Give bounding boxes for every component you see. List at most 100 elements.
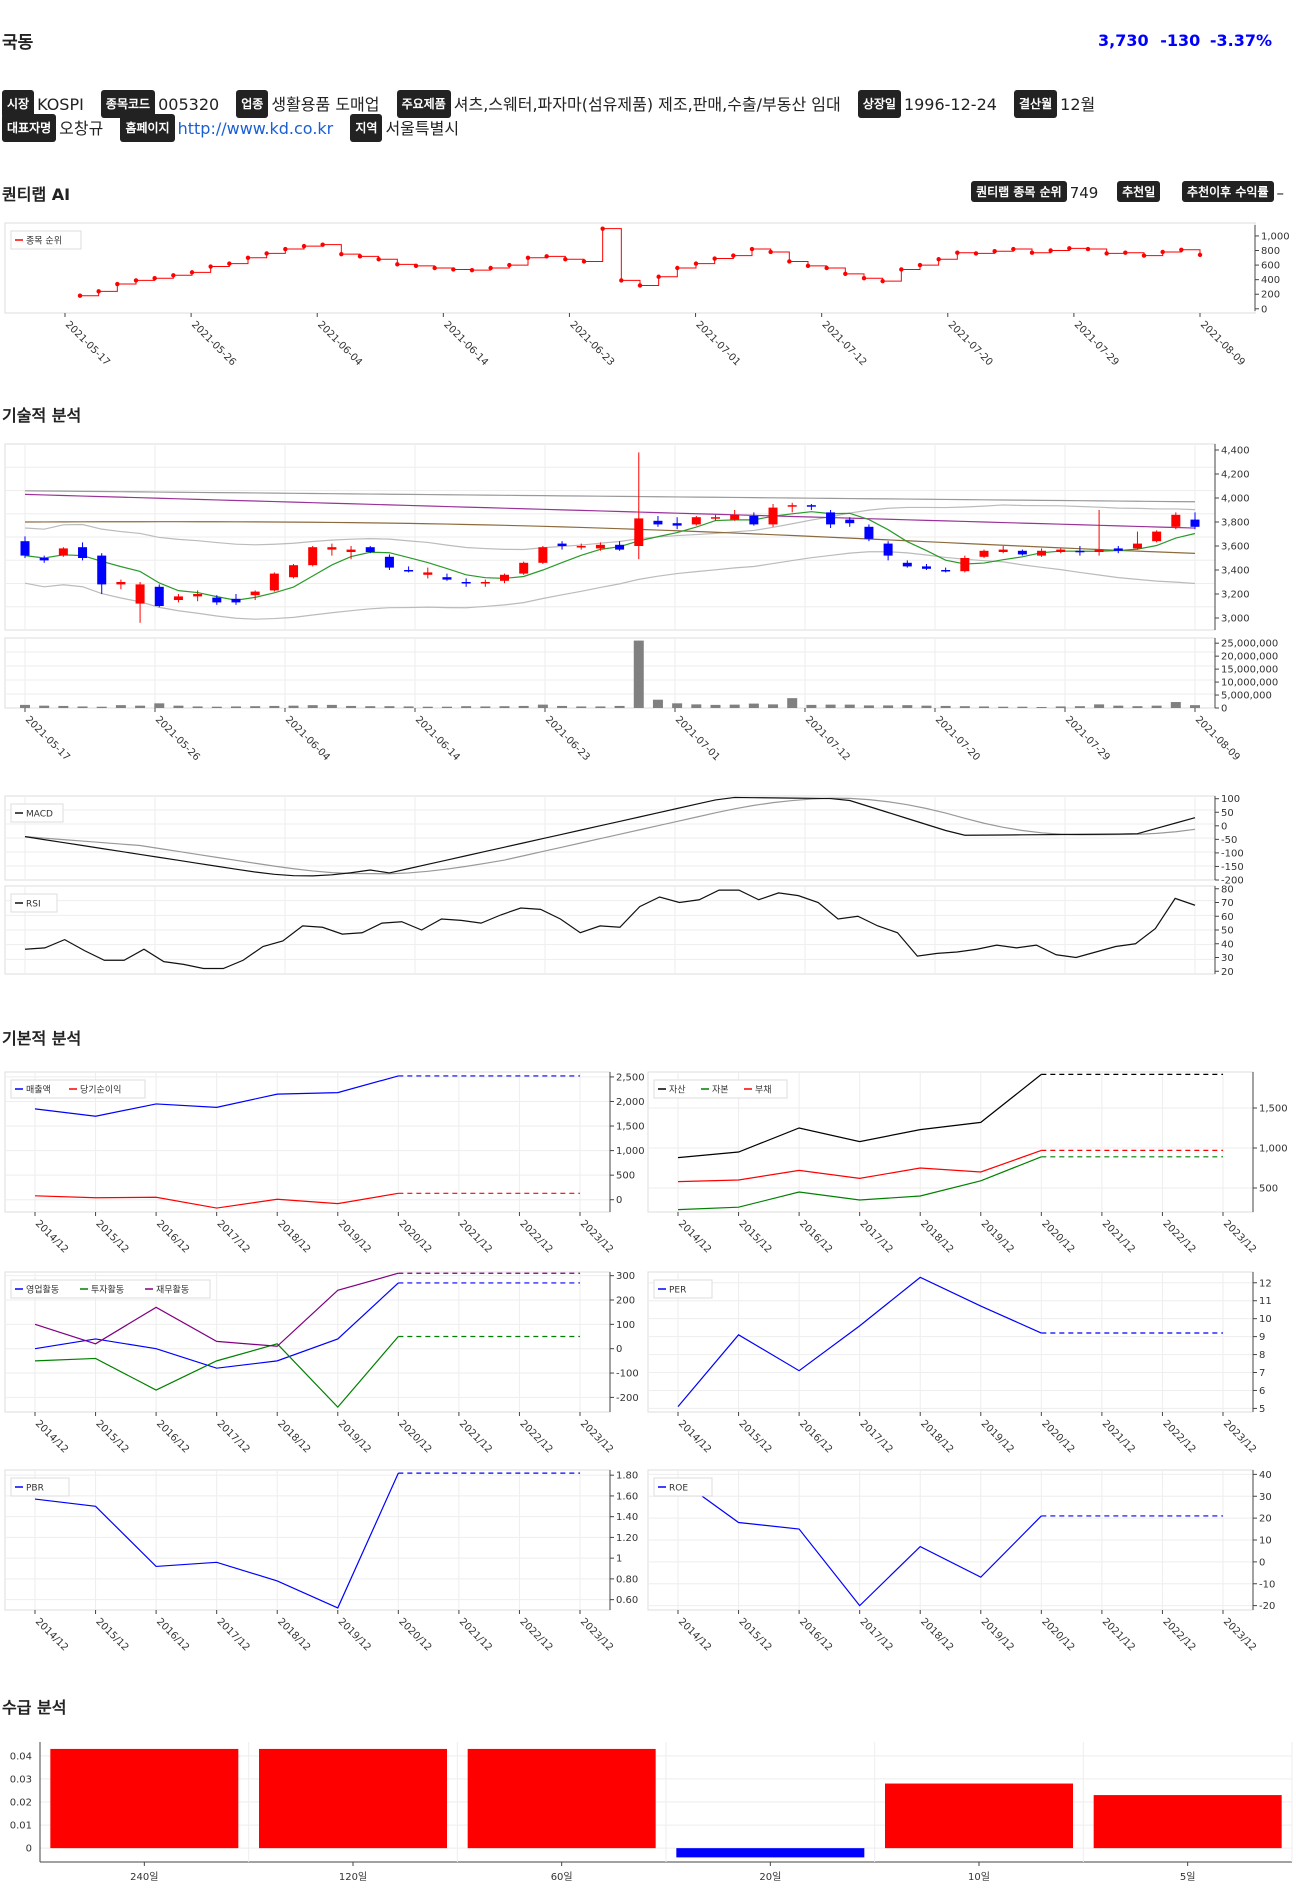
listing-date-tag: 상장일 [857,90,901,118]
rank-point [376,257,381,262]
candle-body [1113,548,1123,551]
volume-bar [422,706,433,708]
rank-point [1160,249,1165,255]
homepage-link[interactable]: http://www.kd.co.kr [177,119,334,138]
pbr-x-label: 2021/12 [457,1616,494,1653]
candle-body [826,512,836,525]
macd-y-tick-label: 50 [1221,808,1234,819]
volume-bar [1094,704,1105,708]
volume-bar [461,706,472,708]
candle-body [615,544,625,550]
roe-y-tick-label: -20 [1259,1601,1275,1612]
rank-point [395,262,400,267]
fiscal-month-tag: 결산월 [1014,90,1058,118]
rank-point [675,265,680,271]
macd-legend-box [10,803,64,823]
rank-point [1048,248,1053,253]
supply-bar [259,1748,447,1849]
price-y-tick-label: 4,400 [1221,446,1250,457]
rank-point [917,262,923,268]
volume-bar [135,705,146,708]
price-y-tick-label: 3,800 [1221,518,1250,529]
volume-x-label: 2021-05-17 [23,714,72,763]
sales-x-label: 2014/12 [33,1218,70,1255]
candle-body [97,555,107,585]
volume-y-tick-label: 20,000,000 [1221,652,1278,663]
rank-x-label: 2021-07-20 [946,319,995,368]
candle-body [404,570,414,572]
pbr-series-line [34,1472,399,1609]
volume-bar [614,705,625,708]
rank-x-label: 2021-08-09 [1198,319,1247,368]
candle-body [154,586,164,606]
volume-bar [269,705,280,708]
candle-body [250,591,260,596]
volume-bar [1132,706,1143,708]
per-y-tick-label: 9 [1259,1332,1265,1343]
candle-body [557,543,567,546]
quantilab-title: 퀀티랩 AI [2,185,71,204]
homepage-tag: 홈페이지 [120,114,175,142]
rank-point [451,267,456,272]
rank-point [171,273,176,278]
candle-body [269,573,279,591]
fundamental-title: 기본적 분석 [2,1029,82,1048]
volume-frame [4,637,1216,709]
cashflow-x-label: 2023/12 [578,1418,615,1455]
candle-body [327,547,337,550]
rank-point [787,259,792,264]
cashflow-series-line [34,1282,399,1369]
volume-bar [1151,705,1162,708]
volume-x-label: 2021-05-26 [153,714,202,763]
macd-y-tick-label: 0 [1221,821,1227,832]
candle-body [749,516,759,525]
roe-legend-label: ROE [669,1484,688,1494]
candle-body [998,549,1008,552]
rank-value: 749 [1069,184,1099,202]
rank-point [320,242,325,247]
balance-series-line [677,1073,1042,1159]
balance-x-label: 2020/12 [1039,1218,1076,1255]
sales-x-label: 2021/12 [457,1218,494,1255]
candle-body [39,558,49,561]
rec-return-value: – [1276,184,1285,202]
per-x-label: 2019/12 [979,1418,1016,1455]
pbr-x-label: 2023/12 [578,1616,615,1653]
pbr-y-tick-label: 1.40 [616,1512,638,1523]
volume-x-label: 2021-07-20 [933,714,982,763]
supply-x-label: 5일 [1180,1871,1196,1883]
per-y-tick-label: 5 [1259,1404,1265,1415]
rank-point [357,254,363,259]
roe-x-label: 2017/12 [858,1616,895,1653]
balance-x-label: 2018/12 [918,1218,955,1255]
rank-point [749,246,755,252]
candle-body [634,518,644,546]
volume-y-tick-label: 10,000,000 [1221,678,1278,689]
rank-point [525,255,531,260]
candle-body [883,543,893,556]
volume-bar [633,640,644,708]
bollinger-upper [24,504,1196,551]
rank-y-tick-label: 600 [1261,261,1280,272]
candle-body [845,519,855,524]
volume-bar [96,706,107,708]
candle-body [1037,550,1047,556]
rank-frame [4,222,1256,314]
roe-x-label: 2021/12 [1100,1616,1137,1653]
industry-value: 생활용품 도매업 [271,95,380,114]
volume-bar [1036,706,1047,708]
supply-x-label: 240일 [130,1871,158,1883]
rank-point [1011,246,1016,252]
balance-y-tick-label: 1,000 [1259,1144,1288,1155]
candle-body [710,517,720,519]
balance-x-label: 2014/12 [676,1218,713,1255]
candle-body [921,566,931,569]
cashflow-x-label: 2022/12 [517,1418,554,1455]
supply-bar [885,1783,1073,1849]
rank-legend-label: 종목 순위 [26,236,62,247]
cashflow-x-label: 2021/12 [457,1418,494,1455]
technical-title: 기술적 분석 [2,406,82,425]
volume-bar [20,704,30,708]
volume-bar [307,705,318,708]
supply-y-tick-label: 0 [26,1844,32,1855]
